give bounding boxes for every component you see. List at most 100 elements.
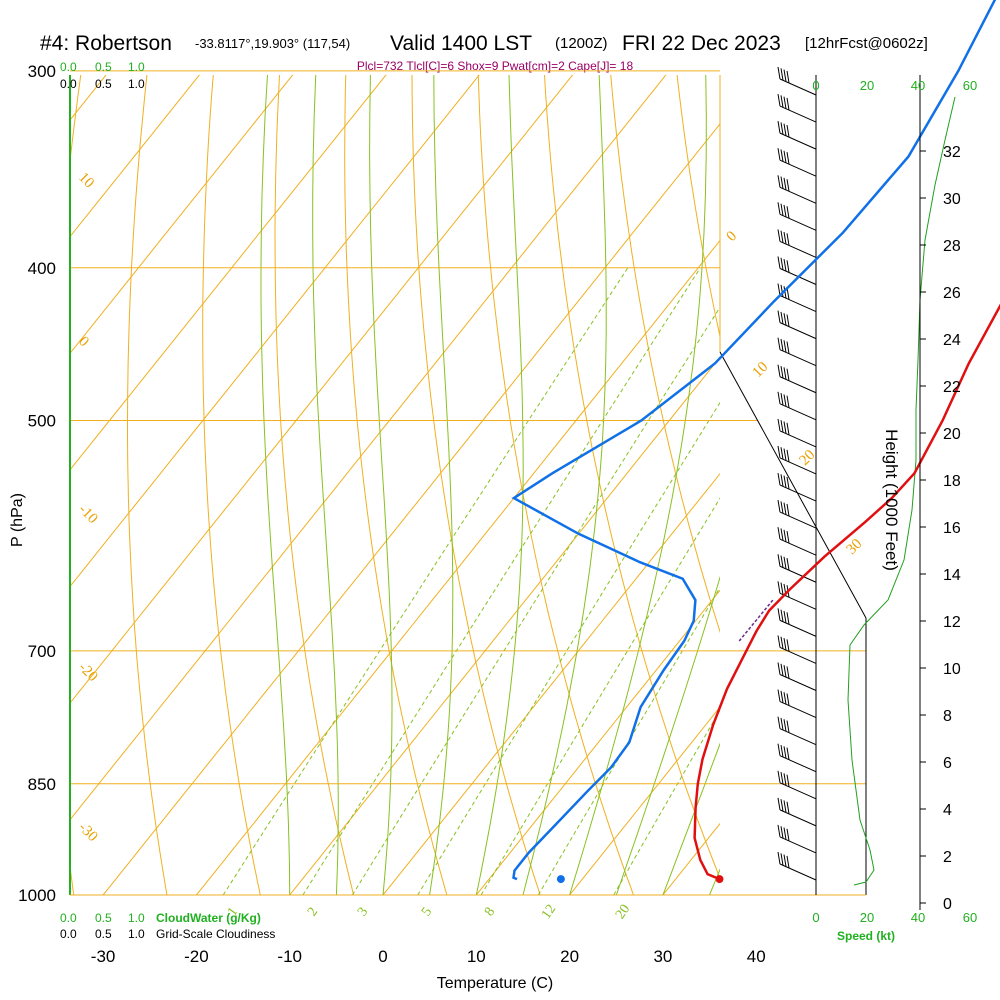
cloudiness-tick-1: 0.5 (95, 927, 112, 941)
speed-tick-top-60: 60 (963, 78, 977, 93)
wind-barb (777, 283, 817, 313)
isobar-lines (70, 70, 866, 785)
pressure-tick-500: 500 (28, 412, 56, 431)
height-axis-label: Height (1000 Feet) (882, 429, 901, 571)
wind-barb (777, 66, 817, 96)
wind-barb (777, 148, 817, 177)
isotherm-line (70, 75, 294, 355)
station-name: #4: Robertson (40, 32, 172, 55)
wind-barb (777, 500, 817, 529)
wind-barb (777, 445, 817, 475)
temp-tick-0: 0 (378, 947, 387, 966)
wind-barb (777, 256, 817, 285)
moist-adiabat-line (312, 75, 339, 895)
moist-adiabat-line (709, 868, 720, 895)
cloudwater-tick-0-top: 0.0 (60, 60, 77, 74)
cloud-legend-bottom: 0.0 0.5 1.0 CloudWater (g/Kg) 0.0 0.5 1.… (60, 911, 275, 941)
cloudiness-tick-0-top: 0.0 (60, 77, 77, 91)
isotherm-line (70, 75, 667, 821)
wind-barb (777, 608, 817, 637)
isotherm-line (756, 0, 1000, 895)
dry-adiabat-line (127, 75, 168, 895)
wind-barb (777, 472, 817, 502)
speed-tick-top-0: 0 (812, 78, 819, 93)
cloudiness-tick-1-top: 0.5 (95, 77, 112, 91)
cloudwater-tick-1: 0.5 (95, 911, 112, 925)
pressure-tick-1000: 1000 (18, 886, 56, 905)
isotherm-line (382, 472, 720, 895)
height-tick-2: 2 (943, 849, 952, 866)
height-tick-24: 24 (943, 332, 961, 349)
isotherm-label-2: -10 (75, 502, 100, 527)
cloudiness-tick-2: 1.0 (128, 927, 145, 941)
parcel-trace (738, 599, 774, 642)
wind-barb (777, 716, 817, 746)
mixing-ratio-label-2: 2 (305, 905, 321, 919)
pressure-tick-300: 300 (28, 62, 56, 81)
isotherm-line (70, 75, 574, 704)
mixing-ratio-label-3: 3 (355, 905, 371, 919)
height-tick-12: 12 (943, 614, 961, 631)
wind-barb (777, 121, 817, 150)
height-tick-0: 0 (943, 896, 952, 913)
wind-barb (777, 337, 817, 367)
wind-barb (777, 635, 817, 664)
height-tick-26: 26 (943, 285, 961, 302)
temperature-trace (693, 303, 1000, 881)
cloudwater-tick-2-top: 1.0 (128, 60, 145, 74)
wind-barb (777, 689, 817, 719)
forecast-info: [12hrFcst@0602z] (805, 35, 928, 52)
isotherm-label-3: -20 (75, 660, 100, 685)
moist-adiabat-line (522, 75, 607, 895)
cloudwater-tick-2: 1.0 (128, 911, 145, 925)
isotherm-label-7: 20 (797, 447, 819, 469)
wind-barb (777, 770, 817, 800)
dry-adiabat-line (411, 75, 541, 895)
height-tick-10: 10 (943, 661, 961, 678)
cloudwater-tick-0: 0.0 (60, 911, 77, 925)
moist-adiabat-line (756, 0, 1000, 895)
temperature-axis: -30 -20 -10 0 10 20 30 40 (91, 947, 766, 966)
dry-adiabat-line (610, 75, 720, 634)
dry-adiabat-line (70, 75, 82, 895)
mixing-ratio-line (222, 267, 629, 895)
speed-ticks-bottom: 0 20 40 60 (812, 910, 977, 925)
dry-adiabat-line (477, 75, 634, 895)
mixing-ratio-line (417, 401, 720, 895)
wind-barb (777, 391, 817, 421)
height-tick-4: 4 (943, 802, 952, 819)
temp-tick-40: 40 (747, 947, 766, 966)
cloudiness-tick-0: 0.0 (60, 927, 77, 941)
isotherm-line (289, 356, 720, 895)
isotherm-line (569, 706, 720, 895)
height-tick-8: 8 (943, 708, 952, 725)
wind-barb (777, 93, 817, 123)
wind-barb (777, 310, 817, 340)
speed-tick-bottom-0: 0 (812, 910, 819, 925)
height-tick-16: 16 (943, 520, 961, 537)
temp-tick-10: 10 (467, 947, 486, 966)
dry-adiabat-line (676, 75, 720, 339)
cloudwater-label: CloudWater (g/Kg) (156, 911, 261, 925)
plot-frame (69, 75, 867, 896)
isotherm-line (0, 0, 23, 895)
valid-date: FRI 22 Dec 2023 (622, 32, 781, 55)
height-tick-18: 18 (943, 473, 961, 490)
moist-adiabat-line (429, 75, 454, 895)
thermo-field-lines (0, 0, 1000, 895)
isotherm-line (70, 75, 200, 238)
isotherm-line (70, 75, 480, 588)
wind-barb (777, 851, 817, 881)
wind-barb (777, 527, 817, 556)
pressure-axis-label: P (hPa) (9, 493, 26, 547)
height-tick-30: 30 (943, 191, 961, 208)
mixing-ratio-label-12: 12 (539, 902, 559, 922)
wind-barb (777, 824, 817, 854)
zulu-time: (1200Z) (555, 35, 608, 52)
surface-dewpoint-marker (556, 875, 565, 884)
isotherm-line (70, 75, 107, 121)
temp-tick--10: -10 (277, 947, 302, 966)
wind-barb (777, 743, 817, 773)
speed-ticks-top: 0 20 40 60 (812, 78, 977, 93)
